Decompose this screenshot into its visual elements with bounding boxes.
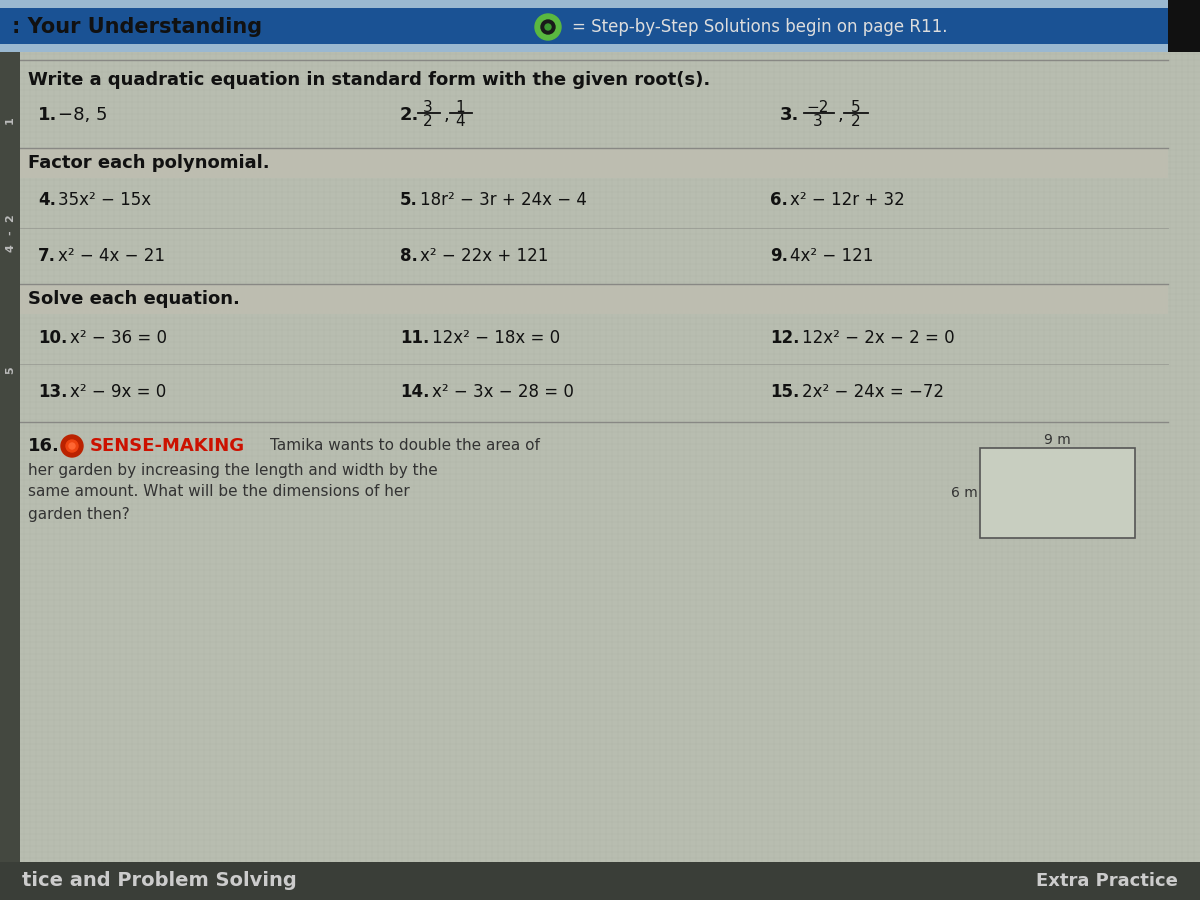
Text: tice and Problem Solving: tice and Problem Solving [22, 871, 296, 890]
Text: −8, 5: −8, 5 [58, 106, 108, 124]
Text: x² − 22x + 121: x² − 22x + 121 [420, 247, 548, 265]
Text: : Your Understanding: : Your Understanding [12, 17, 262, 37]
Text: -: - [5, 230, 14, 235]
Text: 6.: 6. [770, 191, 788, 209]
Text: ,: , [838, 106, 844, 124]
FancyBboxPatch shape [1168, 0, 1200, 52]
Text: 10.: 10. [38, 329, 67, 347]
Text: 15.: 15. [770, 383, 799, 401]
FancyBboxPatch shape [0, 0, 1200, 8]
Text: 5: 5 [851, 100, 860, 114]
Text: Solve each equation.: Solve each equation. [28, 290, 240, 308]
FancyBboxPatch shape [980, 448, 1135, 538]
FancyBboxPatch shape [0, 44, 1200, 52]
Text: x² − 3x − 28 = 0: x² − 3x − 28 = 0 [432, 383, 574, 401]
Text: 16.: 16. [28, 437, 60, 455]
Text: garden then?: garden then? [28, 507, 130, 521]
Text: −2: −2 [806, 100, 829, 114]
FancyBboxPatch shape [20, 148, 1168, 178]
Text: 12x² − 2x − 2 = 0: 12x² − 2x − 2 = 0 [802, 329, 955, 347]
Text: 18r² − 3r + 24x − 4: 18r² − 3r + 24x − 4 [420, 191, 587, 209]
Text: same amount. What will be the dimensions of her: same amount. What will be the dimensions… [28, 484, 409, 500]
Circle shape [541, 20, 554, 34]
Text: x² − 12r + 32: x² − 12r + 32 [790, 191, 905, 209]
Text: Tamika wants to double the area of: Tamika wants to double the area of [270, 438, 540, 454]
Text: Factor each polynomial.: Factor each polynomial. [28, 154, 270, 172]
Text: 2.: 2. [400, 106, 419, 124]
Text: 8.: 8. [400, 247, 418, 265]
Text: x² − 9x = 0: x² − 9x = 0 [70, 383, 167, 401]
Circle shape [535, 14, 562, 40]
Text: 2: 2 [851, 114, 860, 130]
Text: x² − 4x − 21: x² − 4x − 21 [58, 247, 166, 265]
FancyBboxPatch shape [20, 284, 1168, 314]
Text: 4x² − 121: 4x² − 121 [790, 247, 874, 265]
Text: 12.: 12. [770, 329, 799, 347]
Text: 2x² − 24x = −72: 2x² − 24x = −72 [802, 383, 944, 401]
Circle shape [66, 440, 78, 452]
Text: 4: 4 [5, 244, 14, 252]
FancyBboxPatch shape [0, 52, 20, 872]
Text: 11.: 11. [400, 329, 430, 347]
Text: x² − 36 = 0: x² − 36 = 0 [70, 329, 167, 347]
FancyBboxPatch shape [0, 862, 1200, 900]
FancyBboxPatch shape [0, 0, 1200, 52]
Text: 1: 1 [5, 116, 14, 124]
Text: 2: 2 [5, 214, 14, 222]
Text: Extra Practice: Extra Practice [1036, 872, 1178, 890]
Text: 3: 3 [814, 114, 823, 130]
Text: 3.: 3. [780, 106, 799, 124]
Text: her garden by increasing the length and width by the: her garden by increasing the length and … [28, 463, 438, 478]
Text: 13.: 13. [38, 383, 67, 401]
Text: 9 m: 9 m [1044, 433, 1070, 447]
Text: 35x² − 15x: 35x² − 15x [58, 191, 151, 209]
Text: 9.: 9. [770, 247, 788, 265]
Text: 2: 2 [424, 114, 433, 130]
Text: 5: 5 [5, 366, 14, 373]
Circle shape [70, 443, 74, 449]
Text: 6 m: 6 m [950, 486, 977, 500]
Text: 4.: 4. [38, 191, 56, 209]
Circle shape [545, 24, 551, 30]
Text: 4: 4 [455, 114, 464, 130]
Text: = Step-by-Step Solutions begin on page R11.: = Step-by-Step Solutions begin on page R… [572, 18, 948, 36]
Text: 5.: 5. [400, 191, 418, 209]
Text: 3: 3 [424, 100, 433, 114]
Text: Write a quadratic equation in standard form with the given root(s).: Write a quadratic equation in standard f… [28, 71, 710, 89]
Text: 14.: 14. [400, 383, 430, 401]
Text: 1: 1 [455, 100, 464, 114]
Circle shape [61, 435, 83, 457]
Text: 12x² − 18x = 0: 12x² − 18x = 0 [432, 329, 560, 347]
Text: ,: , [444, 106, 450, 124]
Text: 1.: 1. [38, 106, 58, 124]
Text: 7.: 7. [38, 247, 56, 265]
Text: SENSE-MAKING: SENSE-MAKING [90, 437, 245, 455]
